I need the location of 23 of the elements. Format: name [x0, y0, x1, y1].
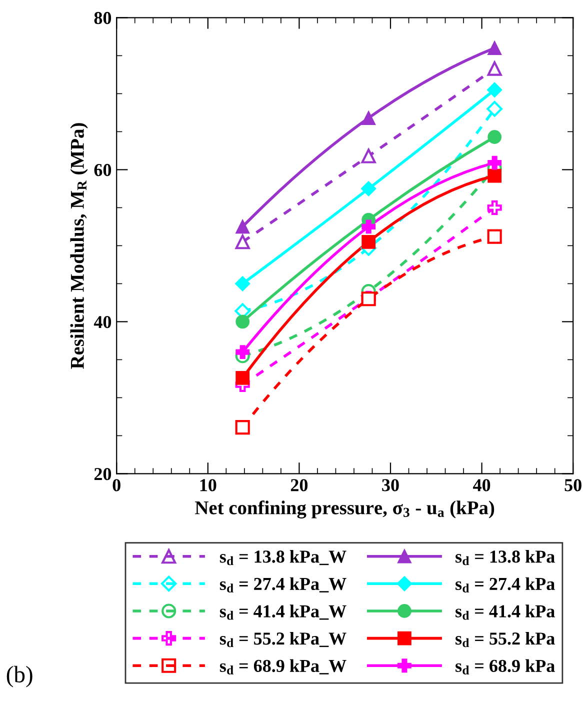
legend-label: s$_{d}$ = 13.8 kPa — [456, 550, 555, 566]
legend-label: s$_{d}$ = 13.8 kPa_W — [220, 550, 346, 566]
x-tick-label: 20 — [290, 479, 308, 492]
legend-label: s$_{d}$ = 27.4 kPa_W — [220, 577, 346, 592]
legend-label: s$_{d}$ = 41.4 kPa — [456, 604, 555, 620]
legend-label: s$_{d}$ = 27.4 kPa — [456, 577, 555, 592]
x-tick-label: 0 — [112, 479, 120, 492]
x-tick-label: 40 — [473, 479, 490, 492]
y-tick-label: 20 — [94, 468, 112, 480]
y-axis-title: Resilient Modulus, M$_{R}$ (MPa) — [70, 123, 88, 369]
y-tick-label: 80 — [94, 12, 112, 24]
x-tick-label: 30 — [382, 479, 399, 492]
legend-label: s$_{d}$ = 55.2 kPa_W — [220, 632, 346, 648]
y-tick-label: 40 — [94, 316, 112, 328]
legend-label: s$_{d}$ = 68.9 kPa — [456, 659, 555, 674]
legend-label: s$_{d}$ = 41.4 kPa_W — [220, 604, 346, 620]
legend-label: s$_{d}$ = 68.9 kPa_W — [220, 659, 346, 674]
legend-label: s$_{d}$ = 55.2 kPa — [456, 632, 555, 648]
text: (b) — [6, 666, 32, 688]
y-tick-label: 60 — [94, 164, 112, 176]
x-axis-title: Net confining pressure, σ$_{3}$ - u$_{a}$ (kPa) — [195, 500, 494, 518]
x-tick-label: 10 — [200, 479, 216, 492]
x-tick-label: 50 — [564, 479, 582, 492]
